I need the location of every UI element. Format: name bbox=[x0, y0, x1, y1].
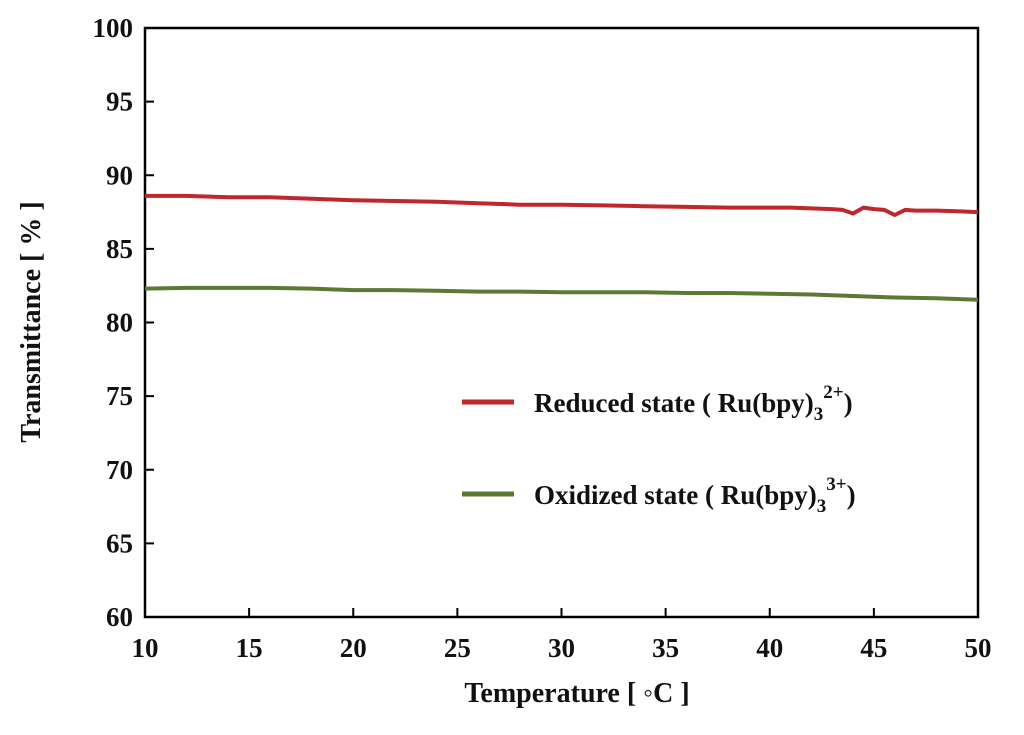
legend: Reduced state ( Ru(bpy)32+) Oxidized sta… bbox=[462, 382, 856, 517]
x-tick-label: 25 bbox=[444, 633, 471, 663]
y-tick-label: 95 bbox=[106, 87, 133, 117]
y-axis-title: Transmittance [ % ] bbox=[16, 201, 47, 442]
legend-label-reduced: Reduced state ( Ru(bpy)32+) bbox=[534, 382, 853, 425]
x-tick-label: 45 bbox=[860, 633, 887, 663]
x-axis-ticks: 10 15 20 25 30 35 40 45 50 bbox=[132, 608, 992, 663]
y-tick-label: 60 bbox=[106, 602, 133, 632]
x-tick-label: 35 bbox=[652, 633, 679, 663]
y-tick-label: 80 bbox=[106, 308, 133, 338]
y-axis-ticks: 60 65 70 75 80 85 90 95 100 bbox=[93, 13, 154, 632]
x-axis-title: Temperature [ ◦C ] bbox=[464, 678, 689, 709]
y-tick-label: 100 bbox=[93, 13, 134, 43]
y-tick-label: 90 bbox=[106, 160, 133, 190]
x-tick-label: 30 bbox=[548, 633, 575, 663]
plot-frame bbox=[143, 26, 980, 619]
x-tick-label: 40 bbox=[756, 633, 783, 663]
y-tick-label: 75 bbox=[106, 381, 133, 411]
y-tick-label: 70 bbox=[106, 455, 133, 485]
y-tick-label: 85 bbox=[106, 234, 133, 264]
x-tick-label: 10 bbox=[132, 633, 159, 663]
x-tick-label: 50 bbox=[965, 633, 992, 663]
x-tick-label: 15 bbox=[236, 633, 263, 663]
x-tick-label: 20 bbox=[340, 633, 367, 663]
y-tick-label: 65 bbox=[106, 528, 133, 558]
series-line-oxidized bbox=[144, 285, 979, 302]
legend-label-oxidized: Oxidized state ( Ru(bpy)33+) bbox=[534, 474, 856, 517]
series-line-reduced bbox=[145, 193, 979, 217]
series-lines bbox=[144, 193, 979, 302]
